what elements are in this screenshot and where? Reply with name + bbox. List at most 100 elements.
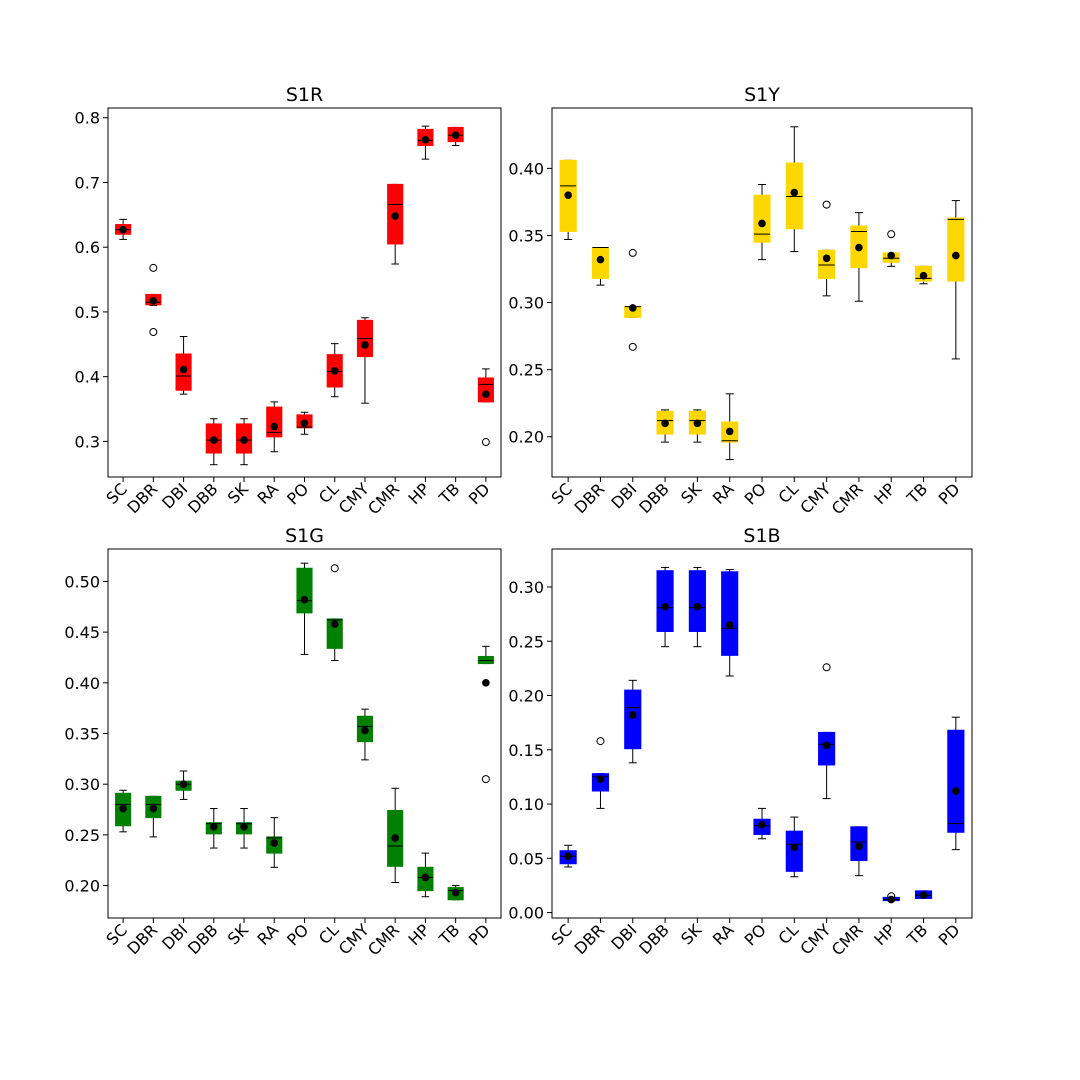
- box-tb: [447, 885, 464, 901]
- box-cl: [326, 343, 343, 398]
- x-tick-label: DBR: [571, 920, 609, 958]
- box-body: [656, 570, 674, 632]
- box-cl: [326, 564, 343, 662]
- mean-point: [451, 131, 460, 139]
- x-tick-label: CMY: [335, 920, 373, 958]
- mean-point: [482, 390, 490, 398]
- box-po: [753, 807, 771, 840]
- box-dbr: [145, 795, 162, 838]
- box-pd: [477, 368, 494, 447]
- box-sk: [235, 808, 253, 849]
- x-tick-label: CMR: [364, 479, 403, 518]
- axes-frame: [107, 548, 502, 919]
- box-body: [266, 406, 283, 438]
- box-body: [721, 571, 739, 656]
- mean-point: [628, 304, 637, 312]
- box-hp: [882, 892, 900, 904]
- mean-point: [421, 135, 430, 144]
- y-tick-label: 0.45: [64, 623, 100, 642]
- mean-point: [919, 271, 928, 280]
- box-tb: [447, 126, 464, 147]
- x-tick-label: PD: [465, 479, 494, 508]
- x-tick-label: DBB: [635, 479, 673, 517]
- box-pd: [947, 200, 965, 360]
- box-cmy: [818, 663, 836, 800]
- mean-point: [758, 820, 766, 829]
- box-dbr: [591, 247, 610, 286]
- mean-point: [725, 621, 734, 629]
- box-sk: [235, 418, 253, 466]
- mean-point: [564, 852, 572, 860]
- x-tick-label: PD: [935, 920, 964, 949]
- y-tick-label: 0.50: [64, 572, 100, 591]
- box-ra: [721, 393, 739, 461]
- outlier-point: [149, 263, 158, 272]
- mean-point: [240, 436, 248, 444]
- box-dbi: [175, 770, 192, 800]
- x-tick-label: DBI: [158, 920, 191, 953]
- outlier-point: [149, 327, 158, 336]
- mean-point: [482, 679, 490, 687]
- y-tick-label: 0.10: [508, 795, 544, 814]
- box-cmr: [850, 212, 868, 302]
- box-body: [326, 618, 343, 649]
- x-tick-label: TB: [903, 479, 932, 508]
- x-tick-label: DBI: [607, 920, 640, 953]
- x-tick-label: DBR: [123, 920, 161, 958]
- x-tick-label: TB: [903, 920, 932, 949]
- box-dbb: [656, 566, 674, 648]
- mean-point: [628, 711, 637, 719]
- axes-frame: [551, 107, 973, 478]
- outlier-point: [822, 663, 831, 672]
- box-cl: [785, 126, 803, 253]
- box-dbb: [656, 409, 674, 443]
- box-sc: [115, 789, 132, 833]
- x-tick-label: RA: [709, 479, 738, 508]
- mean-point: [300, 595, 309, 604]
- box-dbr: [591, 737, 610, 809]
- x-tick-label: CMY: [796, 479, 834, 517]
- outlier-point: [481, 775, 490, 784]
- x-tick-label: DBI: [158, 479, 191, 512]
- mean-point: [119, 225, 127, 234]
- mean-point: [210, 822, 218, 831]
- outlier-point: [596, 737, 605, 746]
- mean-point: [596, 255, 605, 264]
- mean-point: [887, 251, 896, 260]
- box-body: [947, 217, 965, 282]
- box-cmr: [387, 183, 404, 265]
- axes-frame: [107, 107, 502, 478]
- y-tick-label: 0.05: [508, 849, 544, 868]
- chart-title: S1G: [285, 525, 324, 547]
- x-tick-label: CMY: [796, 920, 834, 958]
- box-body: [818, 249, 836, 279]
- y-tick-label: 0.30: [64, 775, 100, 794]
- box-pd: [477, 645, 494, 784]
- x-tick-label: PD: [935, 479, 964, 508]
- x-tick-label: SK: [224, 479, 252, 507]
- mean-point: [270, 422, 279, 431]
- mean-point: [361, 726, 369, 735]
- x-tick-label: PD: [465, 920, 494, 949]
- mean-point: [855, 842, 863, 851]
- box-sc: [559, 159, 577, 240]
- box-hp: [417, 125, 434, 160]
- x-tick-label: HP: [404, 479, 433, 508]
- x-tick-label: RA: [254, 920, 283, 949]
- box-tb: [914, 890, 933, 900]
- box-tb: [914, 265, 933, 285]
- mean-point: [179, 780, 188, 788]
- y-tick-label: 0.40: [64, 674, 100, 693]
- x-tick-label: PO: [741, 479, 770, 508]
- chart-title: S1B: [743, 525, 780, 547]
- chart-title: S1Y: [744, 84, 780, 106]
- x-tick-label: PO: [283, 479, 312, 508]
- x-tick-label: DBB: [184, 920, 222, 958]
- box-body: [947, 729, 965, 833]
- box-dbb: [205, 418, 222, 466]
- outlier-point: [887, 230, 896, 239]
- box-po: [296, 411, 313, 435]
